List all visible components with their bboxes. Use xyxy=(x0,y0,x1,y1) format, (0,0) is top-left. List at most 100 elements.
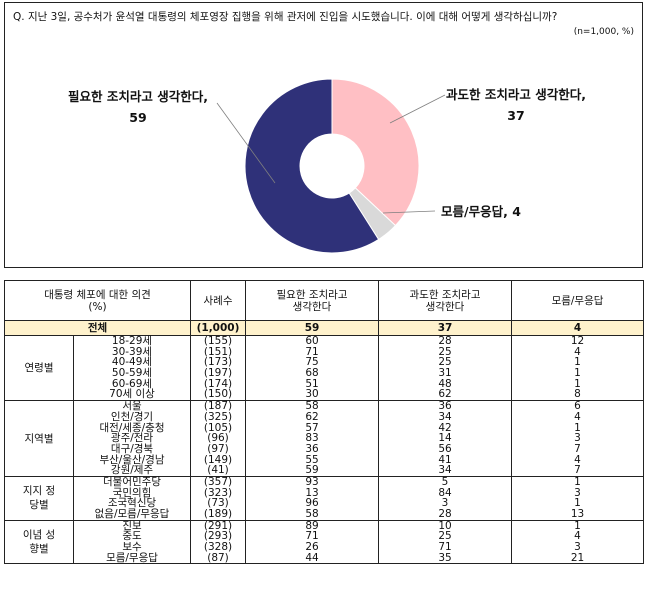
group-excessive-cell: 10 25 71 35 xyxy=(378,519,512,565)
cell-value: 40-49세 xyxy=(111,356,153,369)
cell-value: 4 xyxy=(574,530,581,543)
cell-value: 68 xyxy=(305,367,319,380)
cell-value: 31 xyxy=(438,367,452,380)
table-row-group: 지역별 서울 인천/경기 대전/세종/충청 광주/전라 대구/경북 부산/울산/경남 강원/제… xyxy=(4,400,644,477)
cell-value: 강원/제주 xyxy=(110,464,154,477)
cell-value: 13 xyxy=(570,508,585,520)
question-text: Q. 지난 3일, 공수처가 윤석열 대통령의 체포영장 집행을 위해 관저에 … xyxy=(13,11,558,23)
cell-value: 58 xyxy=(305,400,319,413)
cell-value: 대구/경북 xyxy=(110,442,154,455)
header-dontknow: 모름/무응답 xyxy=(511,280,644,321)
cell-value: 50-59세 xyxy=(111,367,153,380)
cell-value: 57 xyxy=(305,421,319,434)
table-row-group: 지지 정당별 더불어민주당 국민의힘 조국혁신당 없음/모름/무응답 (357) (323)… xyxy=(4,475,644,521)
cell-value: 1 xyxy=(574,367,581,380)
cell-value: 없음/모름/무응답 xyxy=(94,508,170,520)
cell-value: 광주/전라 xyxy=(110,432,154,445)
group-label: 이념 성향별 xyxy=(4,519,74,565)
label-dontknow: 모름/무응답, 4 xyxy=(441,204,521,219)
cell-value: 1 xyxy=(574,421,581,434)
group-cases-cell: (357) (323) (73) (189) xyxy=(190,475,246,521)
cell-value: 4 xyxy=(574,453,581,466)
cell-value: (97) xyxy=(207,442,229,455)
cell-value: (150) xyxy=(203,388,233,401)
leader-line-dontknow xyxy=(382,210,436,214)
cell-value: (187) xyxy=(203,400,233,413)
cell-value: 30 xyxy=(305,388,319,401)
cell-value: 36 xyxy=(438,400,452,413)
group-label: 지지 정당별 xyxy=(4,475,74,521)
table-row-group: 이념 성향별 진보 중도 보수 모름/무응답 (291) (293) (328) (87) 89 7… xyxy=(4,519,644,565)
slice-necessary xyxy=(244,78,380,254)
cell-value: 83 xyxy=(305,432,319,445)
cell-value: 5 xyxy=(441,475,449,488)
cell-value: 71 xyxy=(305,345,319,358)
cell-value: (189) xyxy=(203,508,233,520)
cell-value: 34 xyxy=(438,410,452,423)
cell-value: (325) xyxy=(203,410,233,423)
cell-value: 12 xyxy=(570,335,585,347)
group-labels-cell: 더불어민주당 국민의힘 조국혁신당 없음/모름/무응답 xyxy=(73,475,191,521)
group-label: 연령별 xyxy=(4,334,74,402)
group-labels-cell: 진보 중도 보수 모름/무응답 xyxy=(73,519,191,565)
cell-value: 4 xyxy=(574,410,581,423)
cell-value: 7 xyxy=(574,464,581,477)
cell-value: 더불어민주당 xyxy=(103,475,161,488)
cell-value: 34 xyxy=(438,464,452,477)
group-excessive-cell: 28 25 25 31 48 62 xyxy=(378,334,512,402)
cell-value: (173) xyxy=(203,356,233,369)
cell-value: 25 xyxy=(438,356,452,369)
chart-panel: Q. 지난 3일, 공수처가 윤석열 대통령의 체포영장 집행을 위해 관저에 … xyxy=(4,2,643,268)
cell-value: 28 xyxy=(438,508,452,520)
cell-value: (105) xyxy=(203,421,233,434)
group-labels-cell: 18-29세 30-39세 40-49세 50-59세 60-69세 70세 이상 xyxy=(73,334,191,402)
cell-value: (41) xyxy=(207,464,229,477)
cell-value: 71 xyxy=(305,530,319,543)
leader-line-necessary xyxy=(216,102,276,184)
cell-value: 모름/무응답 xyxy=(106,551,158,564)
group-dontknow-cell: 12 4 1 1 1 8 xyxy=(511,334,644,402)
group-cases-cell: (187) (325) (105) (96) (97) (149) (41) xyxy=(190,400,246,477)
cell-value: (151) xyxy=(203,345,233,358)
cell-value: 3 xyxy=(441,497,449,510)
cell-value: 국민의힘 xyxy=(112,486,152,499)
cell-value: (96) xyxy=(207,432,229,445)
cell-value: (149) xyxy=(203,453,233,466)
cell-value: 25 xyxy=(438,345,452,358)
cell-value: 35 xyxy=(438,551,452,564)
cell-value: 60 xyxy=(305,335,319,347)
cell-value: 3 xyxy=(574,432,581,445)
cell-value: 8 xyxy=(574,388,581,401)
group-cases-cell: (291) (293) (328) (87) xyxy=(190,519,246,565)
cell-value: 진보 xyxy=(122,519,142,532)
cell-value: (357) xyxy=(203,475,233,488)
cell-value: 58 xyxy=(305,508,319,520)
cell-value: 조국혁신당 xyxy=(107,497,157,510)
cell-value: (73) xyxy=(207,497,229,510)
cell-value: 70세 이상 xyxy=(109,388,155,401)
cell-value: 인천/경기 xyxy=(110,410,154,423)
cell-value: 부산/울산/경남 xyxy=(99,453,165,466)
cell-value: 41 xyxy=(438,453,452,466)
cell-value: (291) xyxy=(203,519,233,532)
header-opinion: 대통령 체포에 대한 의견 (%) xyxy=(4,280,191,321)
group-labels-cell: 서울 인천/경기 대전/세종/충청 광주/전라 대구/경북 부산/울산/경남 강원/제주 xyxy=(73,400,191,477)
cell-value: (328) xyxy=(203,541,233,554)
cell-value: (323) xyxy=(203,486,233,499)
slice-excessive xyxy=(331,78,420,227)
cell-value: 중도 xyxy=(122,530,142,543)
value-necessary: 59 xyxy=(129,110,146,125)
cell-value: 4 xyxy=(574,345,581,358)
cell-value: 3 xyxy=(574,541,581,554)
cell-value: 62 xyxy=(305,410,319,423)
cell-value: 26 xyxy=(305,541,319,554)
donut-chart: 필요한 조치라고 생각한다, 59 과도한 조치라고 생각한다, 37 모름/무… xyxy=(68,78,586,254)
cell-value: 14 xyxy=(438,432,452,445)
group-dontknow-cell: 1 3 1 13 xyxy=(511,475,644,521)
value-excessive: 37 xyxy=(507,108,524,123)
cell-value: 89 xyxy=(305,519,319,532)
cell-value: 84 xyxy=(438,486,452,499)
cell-value: 1 xyxy=(574,377,581,390)
cell-value: 59 xyxy=(305,464,319,477)
